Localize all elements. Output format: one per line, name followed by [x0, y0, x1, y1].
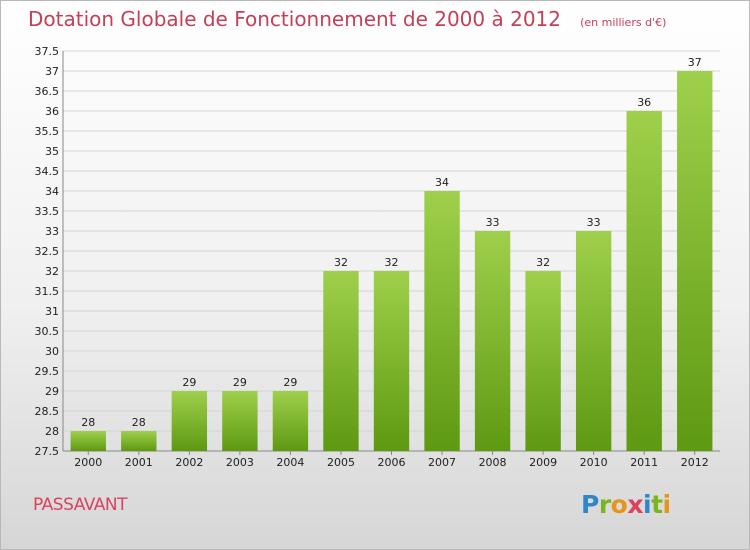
- y-tick-label: 37: [45, 65, 59, 78]
- bar-value-label: 34: [435, 176, 449, 189]
- x-tick-label: 2012: [681, 456, 709, 469]
- bar: [272, 391, 309, 451]
- y-tick-label: 31.5: [35, 285, 60, 298]
- bar-value-label: 29: [182, 376, 196, 389]
- bar-value-label: 32: [385, 256, 399, 269]
- bar: [424, 191, 460, 451]
- x-tick-label: 2006: [378, 456, 406, 469]
- y-tick-label: 35: [45, 145, 59, 158]
- bar: [525, 271, 561, 451]
- y-tick-label: 28.5: [35, 405, 60, 418]
- bar: [575, 231, 612, 451]
- bar-value-label: 37: [688, 56, 702, 69]
- x-tick-label: 2000: [74, 456, 102, 469]
- x-tick-label: 2008: [479, 456, 507, 469]
- y-tick-label: 34.5: [35, 165, 60, 178]
- x-tick-label: 2003: [226, 456, 254, 469]
- x-tick-label: 2009: [529, 456, 557, 469]
- bar-value-label: 36: [637, 96, 651, 109]
- proxiti-logo[interactable]: Proxiti: [581, 490, 671, 519]
- bar-value-label: 29: [283, 376, 297, 389]
- y-tick-label: 36: [45, 105, 59, 118]
- x-tick-label: 2005: [327, 456, 355, 469]
- y-tick-label: 30: [45, 345, 59, 358]
- bar-value-label: 33: [587, 216, 601, 229]
- y-tick-label: 37.5: [35, 45, 60, 58]
- commune-name: PASSAVANT: [33, 495, 128, 515]
- x-tick-label: 2007: [428, 456, 456, 469]
- y-tick-label: 32: [45, 265, 59, 278]
- y-tick-label: 30.5: [35, 325, 60, 338]
- bar: [474, 231, 511, 451]
- x-tick-label: 2001: [125, 456, 153, 469]
- y-tick-label: 35.5: [35, 125, 60, 138]
- bar-value-label: 32: [334, 256, 348, 269]
- y-tick-label: 32.5: [35, 245, 60, 258]
- chart-title: Dotation Globale de Fonctionnement de 20…: [28, 7, 561, 31]
- y-tick-label: 33: [45, 225, 59, 238]
- x-tick-label: 2004: [276, 456, 304, 469]
- bar-value-label: 29: [233, 376, 247, 389]
- y-tick-label: 28: [45, 425, 59, 438]
- x-tick-label: 2011: [630, 456, 658, 469]
- bar: [70, 431, 106, 451]
- bar-value-label: 32: [536, 256, 550, 269]
- y-tick-label: 36.5: [35, 85, 60, 98]
- x-tick-label: 2002: [175, 456, 203, 469]
- bar: [171, 391, 208, 451]
- unit-note: (en milliers d'€): [580, 16, 667, 29]
- y-tick-label: 27.5: [35, 445, 60, 458]
- y-tick-label: 34: [45, 185, 59, 198]
- bar: [626, 111, 662, 451]
- bar-value-label: 28: [81, 416, 95, 429]
- y-tick-label: 31: [45, 305, 59, 318]
- bar: [373, 271, 410, 451]
- bar-value-label: 33: [486, 216, 500, 229]
- y-tick-label: 33.5: [35, 205, 60, 218]
- bar-value-label: 28: [132, 416, 146, 429]
- title-row: Dotation Globale de Fonctionnement de 20…: [28, 7, 666, 31]
- bar: [323, 271, 359, 451]
- y-tick-label: 29.5: [35, 365, 60, 378]
- bar: [121, 431, 157, 451]
- y-tick-label: 29: [45, 385, 59, 398]
- bar: [677, 71, 713, 451]
- x-tick-label: 2010: [580, 456, 608, 469]
- bar: [222, 391, 258, 451]
